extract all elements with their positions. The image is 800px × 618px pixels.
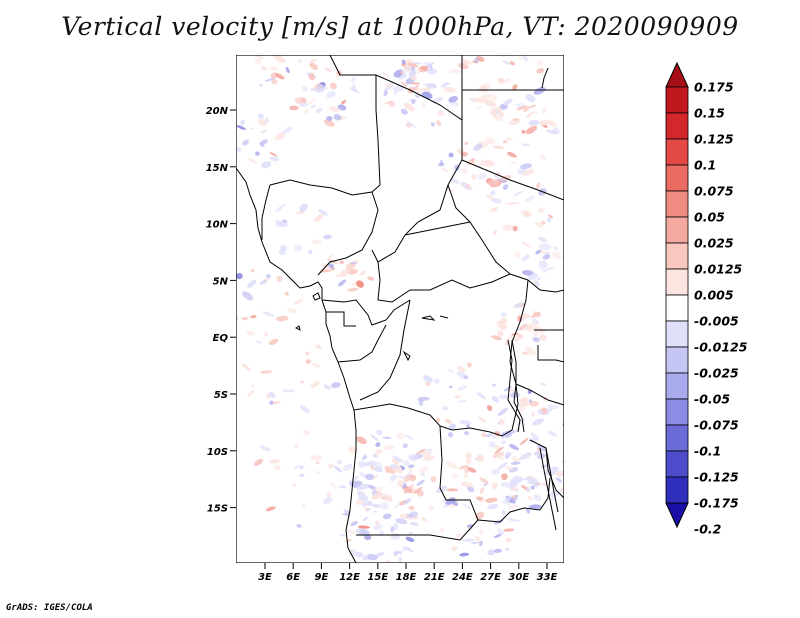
lon-tick-label: 6E [286,572,300,583]
lon-tick-label: 15E [367,572,388,583]
colorbar-level-label: 0.125 [694,131,734,147]
lon-tick-label: 9E [315,572,329,583]
colorbar-level-label: 0.025 [694,235,734,251]
axis-ticks: 20N 15N 10N 5N EQ 5S 10S 15S 3E 6E 9E 12E 15E 18E 21E 2… [206,106,558,583]
colorbar-level-label: -0.125 [694,469,739,485]
colorbar-level-label: -0.1 [694,443,722,459]
country-borders [236,55,564,563]
colorbar-swatch [665,216,689,244]
colorbar-swatch [665,398,689,426]
credit-text: GrADS: IGES/COLA [6,603,93,613]
colorbar [665,61,689,529]
map-title: Vertical velocity [m/s] at 1000hPa, VT: … [61,12,739,41]
colorbar-swatch [665,346,689,374]
colorbar-max-arrow [665,61,689,88]
colorbar-swatch [665,476,689,504]
lon-tick-label: 33E [537,572,558,583]
lat-tick-label: 5N [213,276,229,287]
lat-tick-label: 15S [207,504,228,515]
colorbar-swatch [665,86,689,114]
colorbar-level-label: -0.005 [694,313,739,329]
colorbar-level-label: 0.15 [694,105,725,121]
colorbar-swatch [665,112,689,140]
colorbar-level-label: -0.2 [694,521,722,537]
lat-tick-label: 5S [214,390,228,401]
map-plot-area [236,55,564,563]
colorbar-swatch [665,190,689,218]
lon-tick-label: 12E [339,572,360,583]
lon-tick-label: 30E [508,572,529,583]
lon-tick-label: 27E [480,572,501,583]
colorbar-level-label: -0.05 [694,391,731,407]
colorbar-level-label: -0.0125 [694,339,748,355]
colorbar-level-label: 0.1 [694,157,717,173]
lon-tick-label: 3E [258,572,272,583]
lat-tick-label: EQ [213,333,229,344]
lon-tick-label: 21E [424,572,445,583]
colorbar-level-label: -0.075 [694,417,739,433]
colorbar-min-arrow [665,502,689,529]
colorbar-swatch [665,372,689,400]
lat-tick-label: 15N [206,163,229,174]
lat-tick-label: 10N [206,220,229,231]
colorbar-swatch [665,138,689,166]
colorbar-swatch [665,268,689,296]
colorbar-level-label: 0.05 [694,209,725,225]
lat-tick-label: 10S [207,447,228,458]
colorbar-swatch [665,294,689,322]
colorbar-level-label: -0.175 [694,495,739,511]
velocity-field [236,55,564,563]
colorbar-swatch [665,424,689,452]
lon-tick-label: 18E [396,572,417,583]
lon-tick-label: 24E [452,572,473,583]
colorbar-level-label: 0.075 [694,183,734,199]
colorbar-swatch [665,242,689,270]
lat-tick-label: 20N [206,106,229,117]
colorbar-swatch [665,164,689,192]
colorbar-swatch [665,450,689,478]
colorbar-swatch [665,320,689,348]
colorbar-level-label: 0.005 [694,287,734,303]
colorbar-level-label: 0.0125 [694,261,743,277]
colorbar-level-label: 0.175 [694,79,734,95]
colorbar-level-label: -0.025 [694,365,739,381]
